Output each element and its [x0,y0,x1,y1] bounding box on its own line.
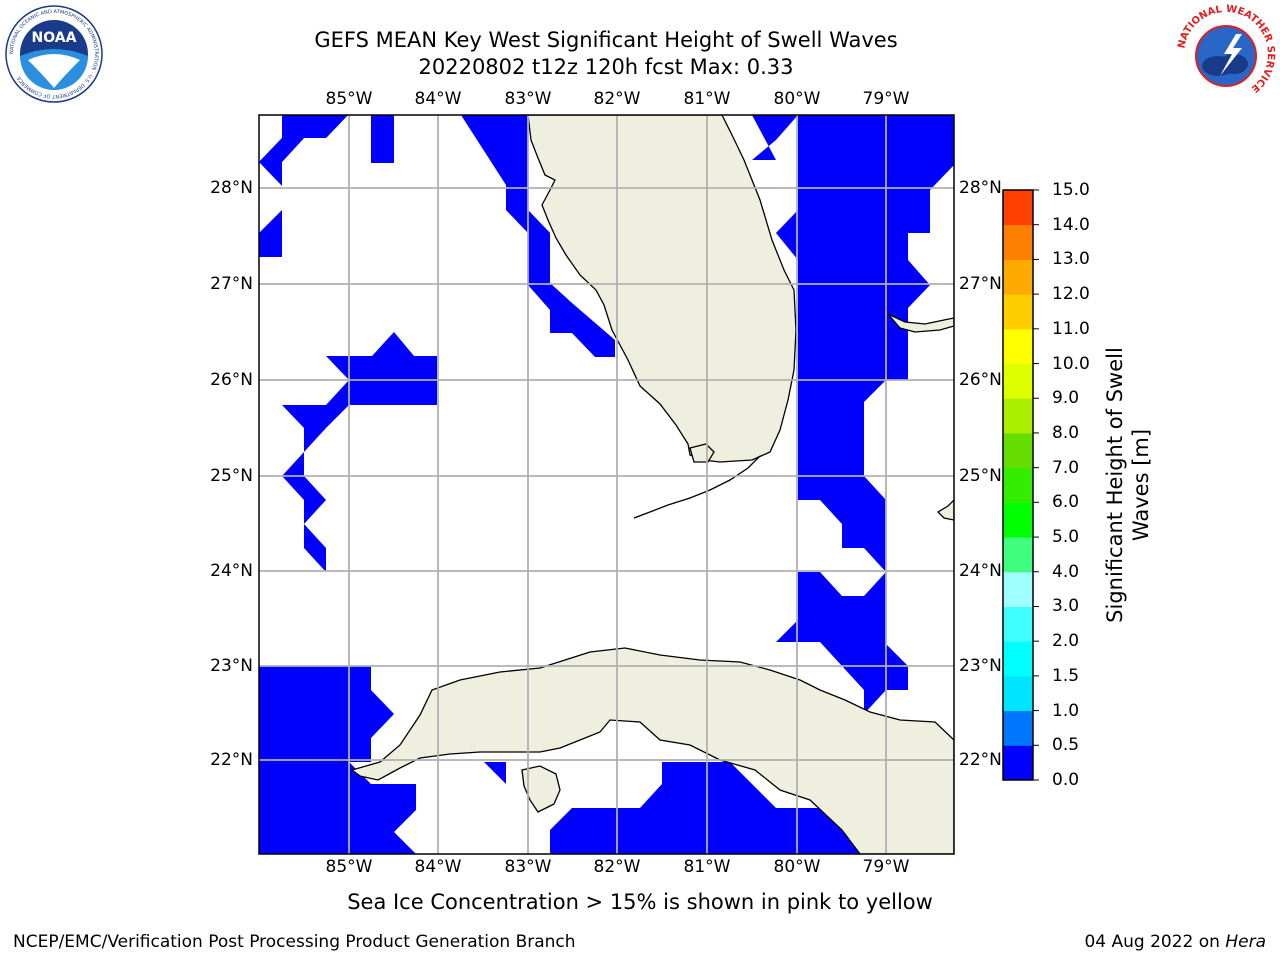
lat-tick-left: 27°N [210,274,253,294]
map-frame [258,114,955,855]
colorbar-tick-label: 15.0 [1052,180,1090,200]
colorbar-segment [1003,398,1033,434]
noaa-logo: NATIONAL OCEANIC AND ATMOSPHERIC ADMINIS… [5,5,103,103]
colorbar-segment [1003,432,1033,469]
lon-tick-bottom: 80°W [773,857,821,877]
colorbar-segment [1003,467,1033,503]
colorbar-tick-label: 3.0 [1052,596,1080,617]
colorbar-segment [1003,675,1033,712]
lat-tick-right: 28°N [959,178,1002,198]
colorbar-segment [1003,745,1033,781]
lon-tick-bottom: 82°W [593,857,641,877]
map-subtitle: 20220802 t12z 120h fcst Max: 0.33 [418,55,794,79]
footer-date: 04 Aug 2022 on Hera [1084,932,1266,952]
colorbar-tick-label: 1.0 [1052,700,1080,721]
lat-tick-left: 25°N [210,466,253,486]
colorbar-tick-label: 4.0 [1052,561,1080,582]
colorbar-segment [1003,571,1033,607]
colorbar-tick-label: 7.0 [1052,457,1080,478]
colorbar-tick-label: 12.0 [1052,284,1090,305]
lon-tick-top: 82°W [593,89,641,109]
colorbar-segment [1003,190,1033,226]
lat-tick-left: 24°N [210,561,253,581]
lat-tick-left: 26°N [210,370,253,390]
nws-logo: NATIONAL WEATHER SERVICE [1176,4,1276,102]
colorbar-tick-label: 6.0 [1052,492,1080,513]
map-title: GEFS MEAN Key West Significant Height of… [314,28,898,52]
lon-tick-top: 83°W [504,89,552,109]
colorbar-segment [1003,502,1033,538]
lon-tick-bottom: 84°W [414,857,462,877]
colorbar-segment [1003,606,1033,642]
footer-date-text: 04 Aug 2022 on [1084,932,1220,952]
lon-tick-bottom: 85°W [325,857,373,877]
colorbar-frame [1002,189,1034,781]
colorbar-tick-label: 0.0 [1052,770,1080,790]
colorbar [1002,189,1039,781]
land [350,115,954,854]
lon-tick-top: 81°W [683,89,731,109]
colorbar-segment [1003,537,1033,573]
colorbar-segment [1003,259,1033,295]
graticule [259,115,954,854]
colorbar-label: Significant Height of Swell Waves [m] [1103,347,1153,623]
colorbar-tick-label: 9.0 [1052,388,1080,409]
lon-tick-top: 79°W [862,89,910,109]
colorbar-segment [1003,328,1033,365]
colorbar-tick-label: 5.0 [1052,527,1080,548]
colorbar-segment [1003,294,1033,330]
lat-tick-right: 27°N [959,274,1002,294]
colorbar-tick-label: 11.0 [1052,318,1090,339]
colorbar-tick-label: 8.0 [1052,422,1080,443]
lon-tick-top: 80°W [773,89,821,109]
lat-tick-left: 28°N [210,178,253,198]
lon-tick-bottom: 83°W [504,857,552,877]
lat-tick-right: 24°N [959,561,1002,581]
lat-tick-right: 26°N [959,370,1002,390]
colorbar-tick-label: 0.5 [1052,735,1080,756]
colorbar-segment [1003,710,1033,746]
colorbar-tick-label: 10.0 [1052,353,1090,374]
lon-tick-top: 85°W [325,89,373,109]
colorbar-tick-label: 1.5 [1052,665,1080,686]
lat-tick-left: 22°N [210,750,253,770]
colorbar-tick-label: 13.0 [1052,249,1090,270]
lon-tick-bottom: 79°W [862,857,910,877]
noaa-logo-text: NOAA [32,30,77,46]
lat-tick-right: 25°N [959,466,1002,486]
lon-tick-top: 84°W [414,89,462,109]
sea-ice-note: Sea Ice Concentration > 15% is shown in … [347,890,933,914]
lat-tick-right: 23°N [959,656,1002,676]
footer-credit: NCEP/EMC/Verification Post Processing Pr… [13,932,576,952]
colorbar-segment [1003,363,1033,399]
lat-tick-left: 23°N [210,656,253,676]
footer-machine: Hera [1225,932,1266,952]
colorbar-tick-label: 2.0 [1052,631,1080,652]
lat-tick-right: 22°N [959,750,1002,770]
colorbar-segment [1003,224,1033,260]
colorbar-segment [1003,641,1033,677]
lon-tick-bottom: 81°W [683,857,731,877]
colorbar-tick-label: 14.0 [1052,214,1090,235]
